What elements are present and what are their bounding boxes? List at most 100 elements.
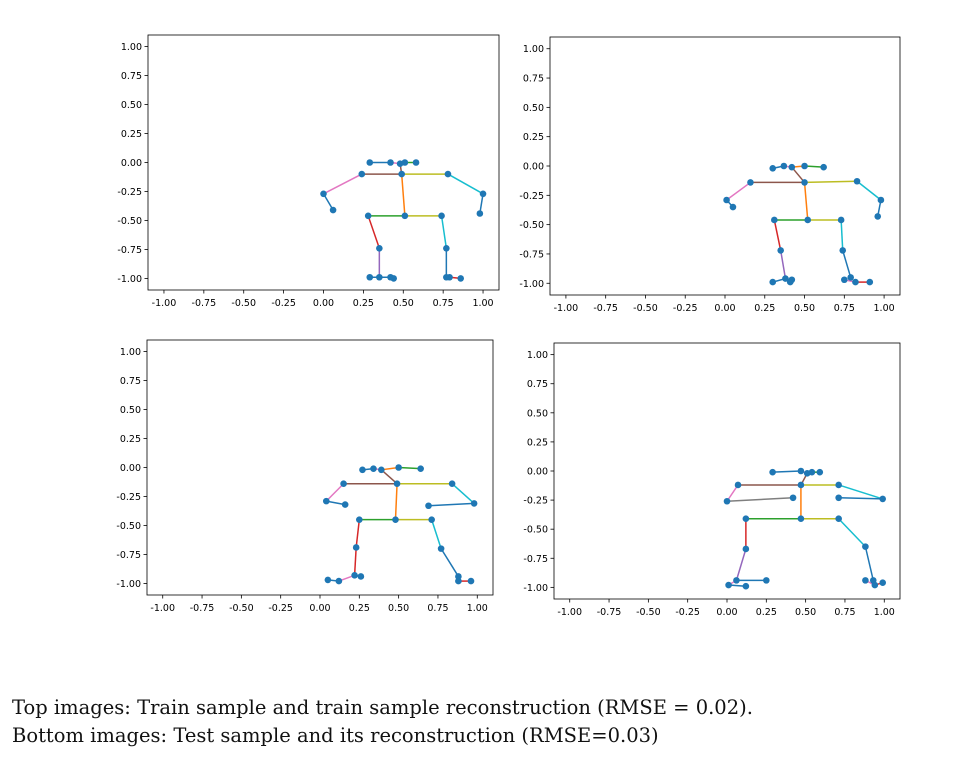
figure: -1.00 -0.75 -0.50 -0.25 0.00 0.25 0.50 0.75 1.00… xyxy=(116,34,901,618)
joint-point xyxy=(356,516,363,523)
joint-point xyxy=(723,196,730,204)
y-tick-label: 0.25 xyxy=(120,434,141,445)
skeleton-bone xyxy=(447,173,484,195)
y-tick-label: -0.50 xyxy=(523,525,548,536)
y-tick-label: -1.00 xyxy=(523,583,548,594)
skeleton-bone xyxy=(325,483,345,502)
joint-point xyxy=(788,163,796,171)
joint-point xyxy=(467,577,475,585)
skeleton-bone xyxy=(440,548,460,577)
caption-line-top-images: Top images: Train sample and train sampl… xyxy=(12,696,753,719)
joint-point xyxy=(352,544,360,551)
axes-frame xyxy=(553,342,901,600)
joint-point xyxy=(393,480,401,488)
joint-point xyxy=(852,278,859,286)
y-tick-label: -0.75 xyxy=(116,550,141,561)
skeleton-plot-bottom-right: -1.00 -0.75 -0.50 -0.25 0.00 0.25 0.50 0.75 1.00… xyxy=(523,342,901,618)
joint-point xyxy=(351,571,358,579)
joint-point xyxy=(723,497,731,505)
joint-point xyxy=(801,162,808,170)
y-tick-label: 0.25 xyxy=(121,129,142,140)
joint-point xyxy=(443,244,450,252)
skeleton-bone xyxy=(804,180,858,184)
joint-point xyxy=(871,581,879,589)
y-tick-label: 0.50 xyxy=(121,100,142,111)
joint-point xyxy=(837,216,845,224)
joint-point xyxy=(341,501,349,508)
joint-point xyxy=(479,190,487,198)
joint-point xyxy=(874,213,882,220)
skeleton-bone xyxy=(838,497,883,500)
skeleton-bone xyxy=(856,180,882,201)
x-tick-label: 0.00 xyxy=(714,303,735,314)
joint-point xyxy=(444,170,452,178)
joint-point xyxy=(359,466,366,474)
y-tick-label: 0.50 xyxy=(120,405,141,416)
skeleton-bone xyxy=(840,219,844,251)
y-tick-label: 0.75 xyxy=(523,74,544,85)
joint-point xyxy=(808,468,816,476)
x-tick-label: -0.75 xyxy=(190,603,215,614)
joint-point xyxy=(782,275,789,282)
joint-point xyxy=(835,515,842,523)
joint-point xyxy=(470,500,478,507)
skeleton-plot-top-right: -1.00 -0.75 -0.50 -0.25 0.00 0.25 0.50 0.75 1.00… xyxy=(519,36,901,314)
x-tick-label: -0.75 xyxy=(593,303,618,314)
joint-point xyxy=(788,276,796,284)
joint-point xyxy=(769,468,776,476)
joint-point xyxy=(401,212,409,220)
joint-point xyxy=(446,273,453,281)
x-tick-label: -1.00 xyxy=(557,607,582,618)
joint-point xyxy=(742,582,750,590)
joint-point xyxy=(370,465,377,472)
x-tick-label: 0.25 xyxy=(754,303,775,314)
skeleton-bone xyxy=(353,547,357,576)
y-tick-label: 1.00 xyxy=(523,44,544,55)
x-tick-label: -1.00 xyxy=(150,603,175,614)
joint-point xyxy=(866,278,874,286)
skeleton-bone xyxy=(428,502,475,507)
joint-point xyxy=(769,165,777,172)
joint-point xyxy=(378,466,385,474)
joint-point xyxy=(392,516,399,523)
joint-point xyxy=(734,481,742,489)
y-tick-label: -0.50 xyxy=(116,521,141,532)
x-tick-label: -0.25 xyxy=(271,298,296,309)
x-tick-label: 0.50 xyxy=(393,298,414,309)
joint-point xyxy=(729,203,737,211)
skeleton-bone xyxy=(323,173,363,195)
skeleton-bone xyxy=(440,215,448,249)
joint-point xyxy=(437,545,445,552)
joint-point xyxy=(366,273,374,281)
joint-point xyxy=(835,481,842,489)
joint-point xyxy=(725,581,732,589)
joint-point xyxy=(747,179,754,186)
x-tick-label: -0.50 xyxy=(229,603,254,614)
joint-point xyxy=(395,464,402,471)
joint-point xyxy=(387,159,394,166)
x-tick-label: -0.25 xyxy=(675,607,700,618)
joint-point xyxy=(789,494,797,502)
skeleton-bone xyxy=(400,174,406,216)
axes-frame xyxy=(146,339,494,596)
y-tick-label: 0.75 xyxy=(120,376,141,387)
joint-point xyxy=(763,577,770,584)
x-tick-label: -0.50 xyxy=(231,298,256,309)
joint-point xyxy=(879,579,886,587)
y-tick-label: -1.00 xyxy=(117,274,142,285)
skeleton-bone xyxy=(380,469,398,485)
joint-point xyxy=(839,247,847,254)
y-tick-label: 0.25 xyxy=(527,437,548,448)
y-tick-label: 1.00 xyxy=(121,42,142,53)
skeleton-bone xyxy=(779,250,787,279)
joint-point xyxy=(853,177,861,185)
skeleton-bone xyxy=(394,483,398,520)
joint-point xyxy=(457,275,465,282)
y-tick-label: 1.00 xyxy=(120,347,141,358)
x-tick-label: 0.25 xyxy=(349,603,370,614)
joint-point xyxy=(417,465,424,472)
joint-point xyxy=(425,502,432,510)
skeleton-bone xyxy=(772,470,801,473)
y-tick-label: 0.75 xyxy=(121,71,142,82)
skeleton-bone xyxy=(355,519,361,548)
